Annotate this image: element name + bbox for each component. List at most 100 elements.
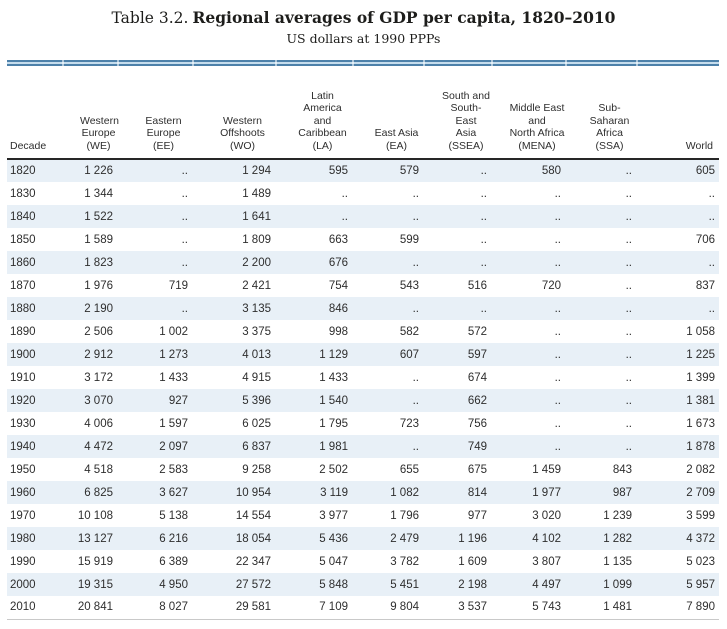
decade-cell: 1950 xyxy=(10,463,36,476)
value-cell-world: 7 890 xyxy=(636,596,719,620)
value-cell-la: 3 977 xyxy=(319,509,348,522)
value-cell-ssea: .. xyxy=(480,165,487,177)
value-cell-ssea: 662 xyxy=(467,394,487,407)
rule-segment-divider xyxy=(423,60,425,66)
value-cell-ea: 582 xyxy=(399,325,419,338)
table-row: 1980 13 127 6 216 18 054 5 436 2 479 1 196 4 10… xyxy=(7,527,719,550)
rule-segment-divider xyxy=(352,60,354,66)
value-cell-ssa: .. xyxy=(625,440,632,453)
value-cell-we: 1 522 xyxy=(84,210,113,223)
value-cell-ea: .. xyxy=(412,371,419,384)
rule-segment-divider xyxy=(491,60,493,66)
value-cell-ea: 579 xyxy=(399,165,419,177)
value-cell-la: 676 xyxy=(328,256,348,269)
table-row: 1940 4 472 2 097 6 837 1 981.. 749.... 1 878 xyxy=(7,435,719,458)
decade-cell: 1910 xyxy=(10,371,36,384)
value-cell-la: 1 540 xyxy=(319,394,348,407)
value-cell-ea: 655 xyxy=(399,463,419,476)
value-cell-ea: .. xyxy=(412,187,419,200)
value-cell-ssea: .. xyxy=(480,233,487,246)
value-cell-world: .. xyxy=(708,210,715,223)
column-header-ssea: South and South-East Asia (SSEA) xyxy=(423,66,491,160)
value-cell-ssea: .. xyxy=(480,256,487,269)
header-row: Decade Western Europe (WE) Eastern Europe … xyxy=(7,66,719,160)
value-cell-ee: 1 002 xyxy=(159,325,188,338)
table-row: 1930 4 006 1 597 6 025 1 795 723 756.... 1 673 xyxy=(7,412,719,435)
decade-cell: 1940 xyxy=(10,440,36,453)
table-row: 1970 10 108 5 138 14 554 3 977 1 796 977 3 020 1… xyxy=(7,504,719,527)
value-cell-mena: .. xyxy=(554,440,561,453)
table-header: Decade Western Europe (WE) Eastern Europe … xyxy=(7,66,719,160)
value-cell-ee: .. xyxy=(181,165,188,177)
value-cell-world: .. xyxy=(708,187,715,200)
value-cell-ee: 2 097 xyxy=(159,440,188,453)
value-cell-ssa: 1 099 xyxy=(603,578,632,591)
value-cell-wo: 3 375 xyxy=(242,325,271,338)
value-cell-world: 5 023 xyxy=(686,555,715,568)
value-cell-we: 20 841 xyxy=(62,596,117,620)
value-cell-ssa: .. xyxy=(625,348,632,361)
value-cell-ssea: 3 537 xyxy=(423,596,491,620)
value-cell-mena: .. xyxy=(554,210,561,223)
value-cell-we: 3 172 xyxy=(84,371,113,384)
table-row: 1840 1 522.. 1 641............ xyxy=(7,205,719,228)
gdp-table: Decade Western Europe (WE) Eastern Europe … xyxy=(7,66,719,620)
value-cell-ea: 723 xyxy=(399,417,419,430)
value-cell-la: 754 xyxy=(328,279,348,292)
decade-cell: 1890 xyxy=(10,325,36,338)
value-cell-world: 1 381 xyxy=(686,394,715,407)
value-cell-la: 1 129 xyxy=(319,348,348,361)
value-cell-la: 1 795 xyxy=(319,417,348,430)
value-cell-we: 2 912 xyxy=(84,348,113,361)
table-row: 1820 1 226.. 1 294 595 579.. 580.. 605 xyxy=(7,159,719,182)
value-cell-mena: .. xyxy=(554,394,561,407)
value-cell-mena: 1 459 xyxy=(532,463,561,476)
column-header-mena: Middle East and North Africa (MENA) xyxy=(491,66,565,160)
value-cell-ea: 1 082 xyxy=(390,486,419,499)
table-body: 1820 1 226.. 1 294 595 579.. 580.. 605 1830 1 34… xyxy=(7,159,719,620)
value-cell-ssea: 2 198 xyxy=(458,578,487,591)
value-cell-mena: 580 xyxy=(541,165,561,177)
value-cell-ssa: 1 282 xyxy=(603,532,632,545)
decade-cell: 1930 xyxy=(10,417,36,430)
value-cell-we: 10 108 xyxy=(77,509,113,522)
decade-cell: 2000 xyxy=(10,578,36,591)
value-cell-ssa: .. xyxy=(625,165,632,177)
decade-cell: 1880 xyxy=(10,302,36,315)
value-cell-world: 837 xyxy=(695,279,715,292)
value-cell-we: 4 472 xyxy=(84,440,113,453)
value-cell-world: 1 225 xyxy=(686,348,715,361)
value-cell-ee: 3 627 xyxy=(159,486,188,499)
value-cell-wo: 2 200 xyxy=(242,256,271,269)
value-cell-world: 1 399 xyxy=(686,371,715,384)
value-cell-ssea: .. xyxy=(480,210,487,223)
value-cell-we: 3 070 xyxy=(84,394,113,407)
value-cell-mena: 1 977 xyxy=(532,486,561,499)
value-cell-ee: 6 216 xyxy=(159,532,188,545)
table-row: 2000 19 315 4 950 27 572 5 848 5 451 2 198 4 49… xyxy=(7,573,719,596)
column-header-wo: Western Offshoots (WO) xyxy=(192,66,275,160)
value-cell-we: 1 976 xyxy=(84,279,113,292)
value-cell-ssea: .. xyxy=(480,302,487,315)
value-cell-wo: 1 489 xyxy=(242,187,271,200)
value-cell-la: 998 xyxy=(328,325,348,338)
value-cell-mena: .. xyxy=(554,325,561,338)
value-cell-ee: .. xyxy=(181,210,188,223)
value-cell-ssa: .. xyxy=(625,302,632,315)
value-cell-mena: .. xyxy=(554,417,561,430)
value-cell-ea: 607 xyxy=(399,348,419,361)
value-cell-world: .. xyxy=(708,256,715,269)
value-cell-wo: 5 396 xyxy=(242,394,271,407)
value-cell-ssea: 516 xyxy=(467,279,487,292)
rule-segment-divider xyxy=(275,60,277,66)
value-cell-we: 4 518 xyxy=(84,463,113,476)
value-cell-world: 3 599 xyxy=(686,509,715,522)
value-cell-la: 1 433 xyxy=(319,371,348,384)
value-cell-ea: .. xyxy=(412,394,419,407)
value-cell-ssea: 1 609 xyxy=(458,555,487,568)
table-title-text: Regional averages of GDP per capita, 182… xyxy=(192,8,616,27)
value-cell-ea: 599 xyxy=(399,233,419,246)
value-cell-mena: .. xyxy=(554,256,561,269)
value-cell-wo: 3 135 xyxy=(242,302,271,315)
value-cell-mena: 720 xyxy=(541,279,561,292)
